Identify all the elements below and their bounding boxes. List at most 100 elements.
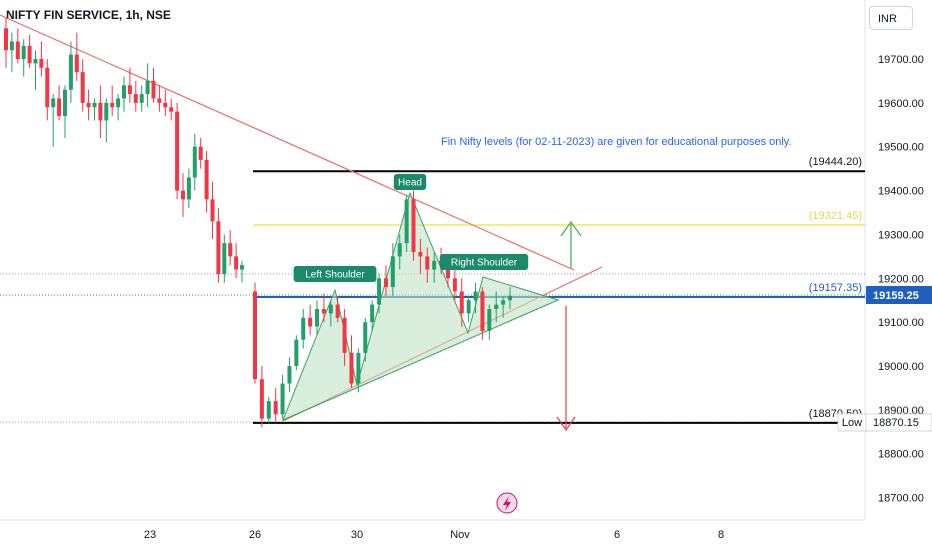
head-label: Head [398,178,422,189]
candle-body [68,54,73,90]
x-tick-label: 6 [614,529,620,541]
candle-body [315,309,320,327]
candle-body [425,256,430,270]
candle-body [151,80,156,99]
y-tick-label: 19500.00 [878,142,924,154]
level-label: (19321.45) [809,210,862,222]
candle-body [363,322,368,353]
candle-body [301,317,306,340]
candle-body [494,304,499,310]
candle-body [186,177,191,200]
x-tick-label: Nov [450,529,470,541]
candle-body [122,85,126,99]
candle-body [253,291,257,380]
low-value: 18870.15 [873,417,919,429]
right-shoulder-label-bg [439,254,529,270]
candle-body [92,102,97,108]
candle-body [116,98,121,108]
candle-body [273,401,278,415]
candle-body [370,304,375,323]
candle-body [328,304,333,314]
candle-body [86,102,91,108]
y-tick-label: 19200.00 [878,273,924,285]
candle-body [4,28,8,51]
candle-body [98,102,103,121]
candle-body [51,98,56,108]
candle-body [181,190,185,200]
descending-trendline [0,14,575,271]
head-label-bg [393,174,427,190]
candle-body [349,352,354,384]
candle-body [175,111,180,191]
candle-body [294,339,299,367]
x-tick-label: 8 [718,529,724,541]
candle-body [104,102,109,121]
up-arrow-head [560,220,582,237]
candle-body [228,243,233,257]
candle-body [216,221,221,274]
low-label: Low [842,417,862,429]
x-tick-label: 30 [351,529,363,541]
candle-body [280,383,285,415]
candle-body [452,278,457,292]
y-tick-label: 19300.00 [878,229,924,241]
candle-body [411,199,416,252]
left-shoulder-label-bg [293,266,377,282]
y-tick-label: 19100.00 [878,317,924,329]
candle-body [63,89,67,117]
candle-body [157,98,162,103]
candle-body [459,291,464,314]
candle-body [169,107,174,112]
candle-body [432,260,437,270]
candle-body [39,59,44,68]
candle-body [133,94,138,103]
candle-body [198,146,203,160]
level-label: (19157.35) [809,282,862,294]
down-arrow-head [556,416,576,432]
level-label: (19444.20) [809,156,862,168]
candle-body [473,291,478,301]
candle-body [383,278,388,288]
candle-body [80,72,85,103]
candle-body [33,59,38,64]
candle-body [418,251,423,257]
candle-body [234,256,239,270]
left-shoulder-label: Left Shoulder [305,270,365,281]
candle-body [501,300,506,305]
x-tick-label: 26 [249,529,261,541]
last-price-badge-bg [866,286,932,304]
ticker-title: NIFTY FIN SERVICE, 1h, NSE [6,8,171,22]
currency-button[interactable]: INR [869,6,913,30]
x-tick-label: 23 [144,529,156,541]
candle-body [390,256,395,288]
y-tick-label: 18800.00 [878,449,924,461]
candle-body [240,265,244,270]
candle-body [508,295,512,301]
candle-body [222,243,227,274]
candle-body [259,379,264,419]
candle-body [192,146,197,178]
candle-body [127,85,132,95]
candle-body [287,366,292,384]
candle-body [27,45,32,64]
candle-body [466,300,471,314]
candle-body [21,45,26,59]
candle-body [57,98,62,117]
right-shoulder-label: Right Shoulder [451,258,518,269]
candle-body [145,80,150,95]
last-price-badge: 19159.25 [873,290,919,302]
y-tick-label: 19700.00 [878,54,924,66]
educational-note: Fin Nifty levels (for 02-11-2023) are gi… [441,136,792,148]
candle-body [404,199,409,244]
candle-body [163,102,168,108]
y-tick-label: 19400.00 [878,186,924,198]
candle-body [110,102,115,108]
candle-body [15,41,20,59]
candle-body [356,352,361,384]
y-tick-label: 19000.00 [878,361,924,373]
candle-body [445,265,450,279]
y-tick-label: 19600.00 [878,98,924,110]
candle-body [377,278,382,305]
